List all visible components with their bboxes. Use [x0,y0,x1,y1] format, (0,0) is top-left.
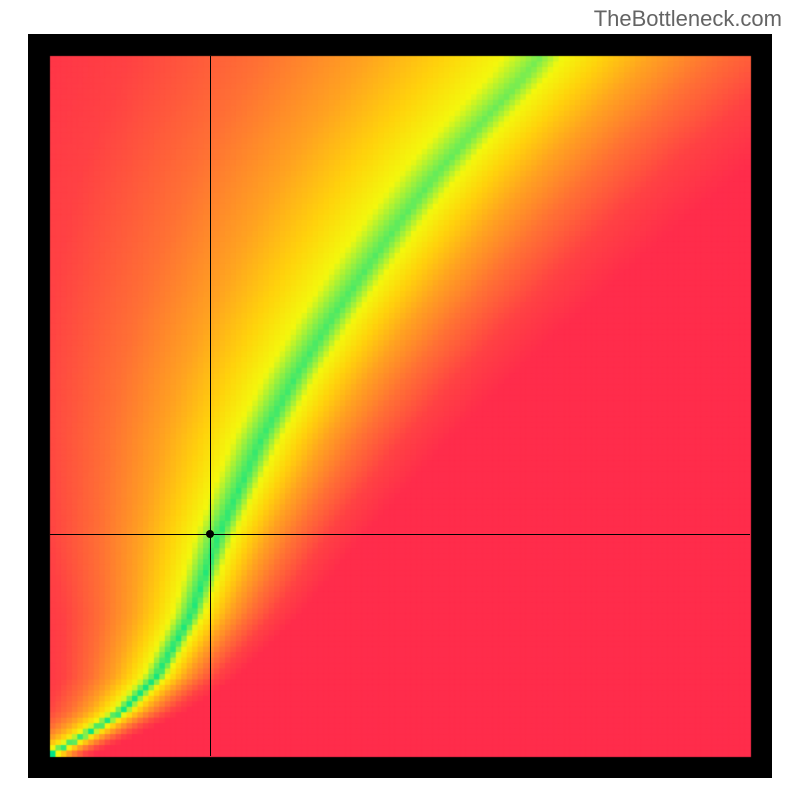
plot-frame [28,34,772,778]
watermark-text: TheBottleneck.com [594,6,782,32]
crosshair-vertical [210,56,211,756]
heatmap-canvas [28,34,772,778]
crosshair-horizontal [50,534,750,535]
marker-dot [206,530,214,538]
